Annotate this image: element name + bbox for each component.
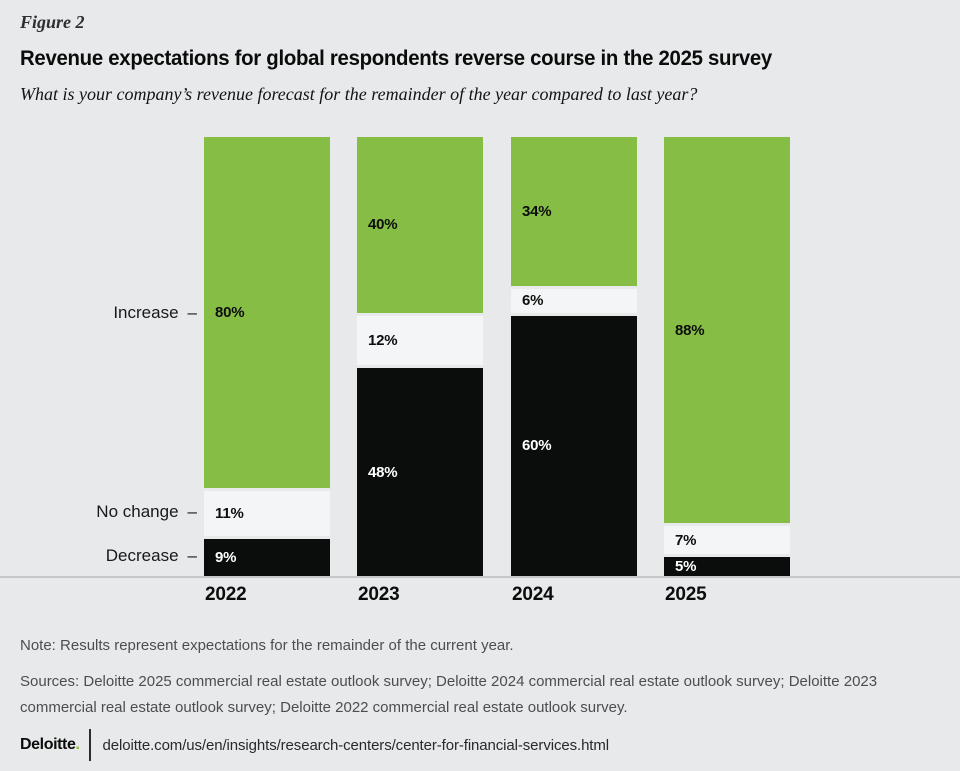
- y-category-label-text: No change: [96, 502, 179, 522]
- y-category-label-decrease: Decrease –: [106, 545, 197, 567]
- bar-segment-increase-2025: 88%: [664, 137, 790, 524]
- sources-text: Sources: Deloitte 2025 commercial real e…: [20, 673, 878, 716]
- bar-segment-decrease-2024: 60%: [511, 315, 637, 576]
- x-axis-label-2023: 2023: [358, 584, 400, 605]
- y-category-label-text: Decrease: [105, 546, 179, 566]
- bar-segment-no-change-2022: 11%: [204, 491, 330, 537]
- bar-value-label: 34%: [522, 203, 552, 221]
- bar-segment-no-change-2024: 6%: [511, 289, 637, 313]
- figure-label: Figure 2: [20, 12, 85, 32]
- bar-value-label: 80%: [215, 304, 245, 322]
- y-category-label-text: Increase: [113, 302, 179, 322]
- y-axis-tick: –: [187, 302, 197, 322]
- bar-segment-decrease-2023: 48%: [357, 368, 483, 576]
- footer-divider: [88, 729, 91, 761]
- page-subtitle: What is your company’s revenue forecast …: [20, 84, 698, 104]
- bar-value-label: 5%: [675, 558, 697, 575]
- bar-column-2025: 88% 7% 5%: [664, 137, 790, 576]
- bar-segment-no-change-2025: 7%: [664, 526, 790, 555]
- bar-column-2023: 40% 12% 48%: [357, 137, 483, 576]
- bar-value-label: 12%: [368, 331, 398, 349]
- bar-column-2022: 80% 11% 9%: [204, 137, 330, 576]
- bar-value-label: 88%: [675, 321, 705, 339]
- footer-url: deloitte.com/us/en/insights/research-cen…: [102, 736, 610, 754]
- bar-segment-no-change-2023: 12%: [357, 315, 483, 366]
- x-axis-label-2022: 2022: [205, 584, 247, 605]
- bar-segment-increase-2023: 40%: [357, 137, 483, 313]
- bar-segment-decrease-2022: 9%: [204, 539, 330, 576]
- deloitte-green-dot: .: [75, 736, 80, 753]
- x-axis-line: [0, 576, 960, 578]
- footer: Deloitte. deloitte.com/us/en/insights/re…: [20, 729, 609, 761]
- bar-segment-increase-2022: 80%: [204, 137, 330, 489]
- deloitte-wordmark: Deloitte: [20, 736, 76, 753]
- chart-area: 80% 11% 9% 2022 40% 12% 48% 2023 34% 6% 60% 2024 88%…: [0, 137, 960, 605]
- bar-value-label: 9%: [215, 549, 237, 567]
- bar-value-label: 11%: [215, 505, 244, 523]
- page-title: Revenue expectations for global responde…: [20, 47, 772, 70]
- x-axis-label-2024: 2024: [512, 584, 554, 605]
- deloitte-logo: Deloitte.: [20, 736, 80, 754]
- note-text: Note: Results represent expectations for…: [20, 637, 514, 654]
- bar-segment-decrease-2025: 5%: [664, 557, 790, 576]
- bar-value-label: 40%: [368, 216, 398, 234]
- bar-column-2024: 34% 6% 60%: [511, 137, 637, 576]
- bar-segment-increase-2024: 34%: [511, 137, 637, 287]
- y-axis-tick: –: [187, 546, 197, 566]
- bar-value-label: 48%: [368, 463, 398, 481]
- bar-value-label: 60%: [522, 437, 552, 455]
- y-axis-tick: –: [187, 502, 197, 522]
- bar-value-label: 7%: [675, 531, 697, 549]
- y-category-label-increase: Increase –: [113, 302, 197, 324]
- bar-value-label: 6%: [522, 292, 544, 310]
- y-category-label-no-change: No change –: [96, 501, 197, 523]
- x-axis-label-2025: 2025: [665, 584, 707, 605]
